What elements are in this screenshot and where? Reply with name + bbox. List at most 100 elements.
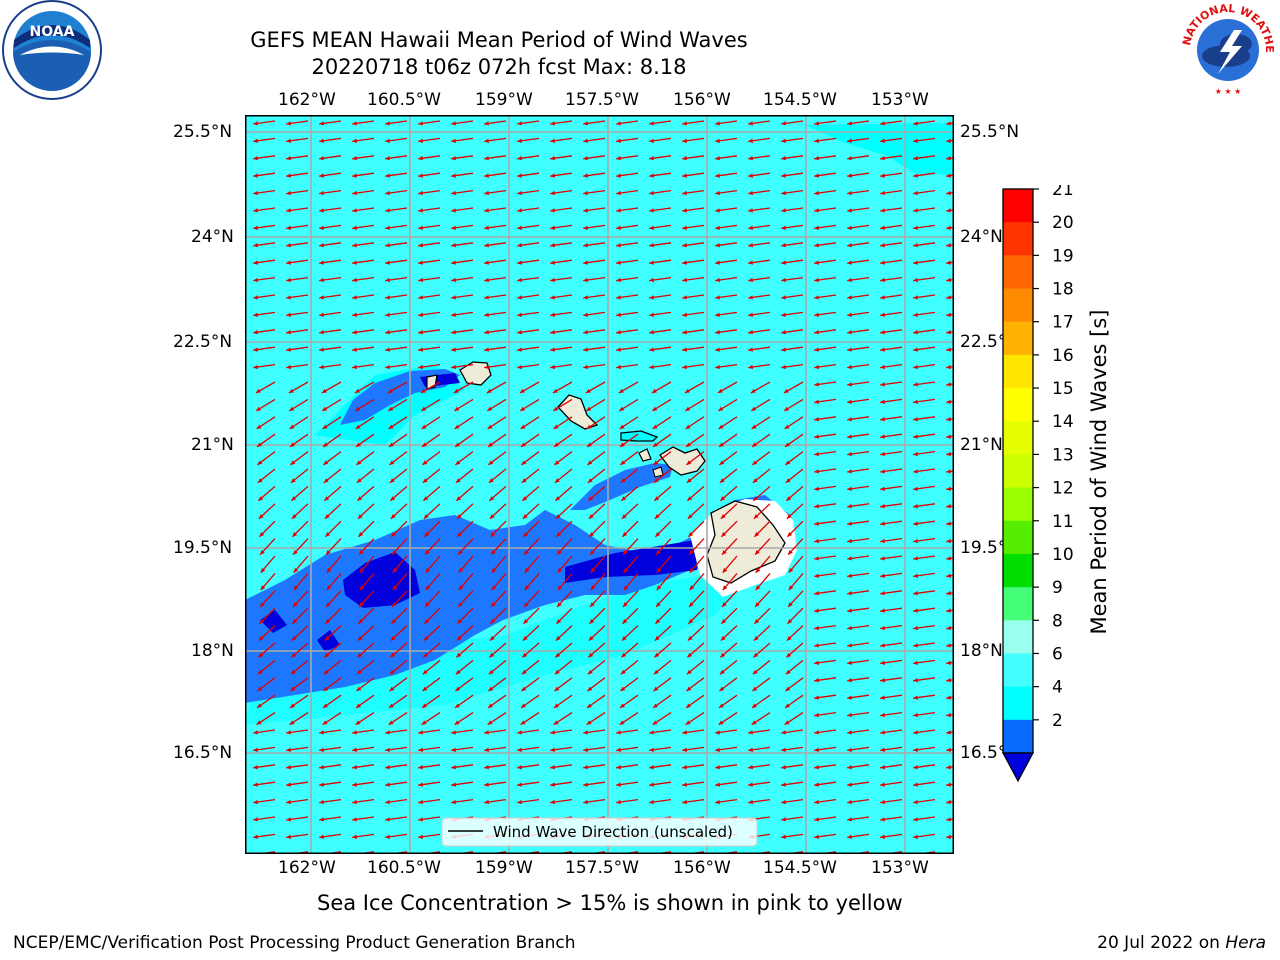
wave-direction-arrowhead bbox=[286, 260, 291, 265]
wave-direction-arrowhead bbox=[748, 295, 753, 300]
wave-direction-arrowhead bbox=[814, 330, 819, 335]
wave-direction-arrowhead bbox=[322, 424, 328, 429]
wave-direction-arrowhead bbox=[946, 173, 951, 178]
wave-direction-arrowhead bbox=[715, 295, 720, 300]
wave-direction-arrowhead bbox=[484, 312, 489, 317]
wave-direction-arrowhead bbox=[319, 834, 324, 839]
wave-direction-arrowhead bbox=[388, 720, 394, 725]
wave-direction-arrowhead bbox=[418, 208, 423, 213]
wave-direction-arrowhead bbox=[286, 121, 291, 126]
wave-direction-arrowhead bbox=[715, 138, 720, 143]
wave-direction-arrowhead bbox=[748, 208, 753, 213]
wave-direction-arrowhead bbox=[748, 765, 753, 770]
wave-direction-arrowhead bbox=[253, 243, 258, 248]
wave-direction-arrowhead bbox=[715, 225, 720, 230]
wave-direction-arrowhead bbox=[649, 312, 654, 317]
wave-direction-arrowhead bbox=[550, 225, 555, 230]
wave-direction-arrowhead bbox=[781, 330, 786, 335]
wave-direction-arrowhead bbox=[451, 747, 456, 752]
wave-direction-arrowhead bbox=[326, 567, 332, 573]
wave-direction-arrowhead bbox=[385, 730, 390, 735]
wave-direction-arrowhead bbox=[649, 730, 654, 735]
wave-direction-arrowhead bbox=[649, 799, 654, 805]
wave-direction-arrowhead bbox=[321, 388, 327, 393]
wave-direction-arrowhead bbox=[847, 678, 852, 683]
wave-direction-arrowhead bbox=[785, 478, 791, 483]
wave-direction-arrowhead bbox=[520, 406, 526, 411]
wave-direction-arrowhead bbox=[685, 424, 691, 429]
wave-direction-arrowhead bbox=[616, 312, 621, 317]
wave-direction-arrowhead bbox=[260, 549, 265, 555]
wave-direction-arrowhead bbox=[715, 260, 720, 265]
wave-direction-arrowhead bbox=[814, 382, 819, 387]
wave-direction-arrowhead bbox=[720, 652, 726, 658]
wave-direction-arrowhead bbox=[583, 208, 588, 213]
wave-direction-arrowhead bbox=[286, 730, 291, 735]
wave-direction-arrowhead bbox=[421, 406, 427, 411]
wave-direction-arrowhead bbox=[847, 660, 852, 665]
wave-direction-arrowhead bbox=[847, 556, 852, 561]
wave-direction-arrowhead bbox=[913, 643, 918, 648]
wave-direction-arrowhead bbox=[880, 695, 885, 700]
wave-direction-arrowhead bbox=[913, 782, 918, 787]
wave-direction-arrowhead bbox=[517, 243, 522, 248]
wave-direction-arrowhead bbox=[653, 460, 659, 465]
wave-direction-arrowhead bbox=[880, 330, 885, 335]
wave-direction-arrowhead bbox=[913, 504, 918, 509]
wave-direction-arrowhead bbox=[847, 486, 852, 491]
wave-direction-arrowhead bbox=[587, 669, 593, 675]
wave-direction-arrowhead bbox=[391, 619, 397, 624]
wave-direction-arrowhead bbox=[457, 532, 463, 537]
wave-direction-arrowhead bbox=[847, 469, 852, 474]
wave-direction-arrowhead bbox=[814, 156, 819, 161]
colorbar-tick-label: 20 bbox=[1052, 213, 1074, 233]
wave-direction-arrowhead bbox=[390, 514, 396, 519]
wave-direction-arrowhead bbox=[319, 295, 324, 300]
wave-direction-arrowhead bbox=[352, 260, 357, 265]
wave-direction-arrowhead bbox=[814, 173, 819, 178]
wave-direction-arrowhead bbox=[649, 121, 654, 126]
wave-direction-arrowhead bbox=[880, 312, 885, 317]
wave-direction-arrowhead bbox=[913, 295, 918, 300]
wave-direction-arrowhead bbox=[847, 364, 852, 370]
wave-direction-arrowhead bbox=[847, 156, 852, 161]
wave-direction-arrowhead bbox=[847, 208, 852, 213]
wave-direction-arrowhead bbox=[590, 585, 596, 591]
wave-direction-arrowhead bbox=[484, 330, 489, 335]
wave-direction-arrowhead bbox=[418, 312, 423, 317]
wave-direction-arrowhead bbox=[913, 625, 918, 631]
wave-direction-arrowhead bbox=[946, 260, 951, 265]
wave-direction-arrowhead bbox=[649, 765, 654, 770]
wave-direction-arrowhead bbox=[556, 619, 562, 624]
wave-direction-arrowhead bbox=[553, 720, 559, 725]
wave-direction-arrowhead bbox=[322, 406, 328, 411]
wave-direction-arrowhead bbox=[352, 799, 357, 805]
wave-direction-arrowhead bbox=[385, 747, 390, 752]
wave-direction-arrowhead bbox=[682, 765, 687, 770]
wave-direction-arrowhead bbox=[550, 243, 555, 248]
wave-direction-arrowhead bbox=[385, 243, 390, 248]
wave-direction-arrowhead bbox=[616, 765, 621, 770]
wave-direction-arrowhead bbox=[751, 406, 757, 411]
wave-direction-arrowhead bbox=[291, 496, 297, 501]
wave-direction-arrowhead bbox=[385, 260, 390, 265]
wave-direction-arrowhead bbox=[290, 478, 296, 483]
wave-direction-arrowhead bbox=[847, 799, 852, 805]
wave-direction-arrowhead bbox=[319, 330, 324, 335]
wave-direction-arrowhead bbox=[392, 567, 398, 573]
wave-direction-arrowhead bbox=[326, 549, 331, 555]
wave-direction-arrowhead bbox=[358, 619, 364, 624]
wave-direction-arrowhead bbox=[788, 602, 793, 607]
wave-direction-arrowhead bbox=[715, 156, 720, 161]
wave-direction-arrowhead bbox=[913, 451, 918, 457]
lat-label-left-1: 25.5°N bbox=[173, 122, 233, 142]
wave-direction-arrowhead bbox=[586, 424, 592, 429]
wave-direction-arrowhead bbox=[621, 652, 627, 658]
wave-direction-arrowhead bbox=[387, 388, 393, 393]
wave-direction-arrowhead bbox=[455, 460, 461, 465]
wave-direction-arrowhead bbox=[517, 730, 522, 735]
wave-direction-arrowhead bbox=[517, 295, 522, 300]
wave-direction-arrowhead bbox=[619, 720, 625, 725]
wave-direction-arrowhead bbox=[913, 121, 918, 126]
wave-direction-arrowhead bbox=[524, 602, 529, 607]
